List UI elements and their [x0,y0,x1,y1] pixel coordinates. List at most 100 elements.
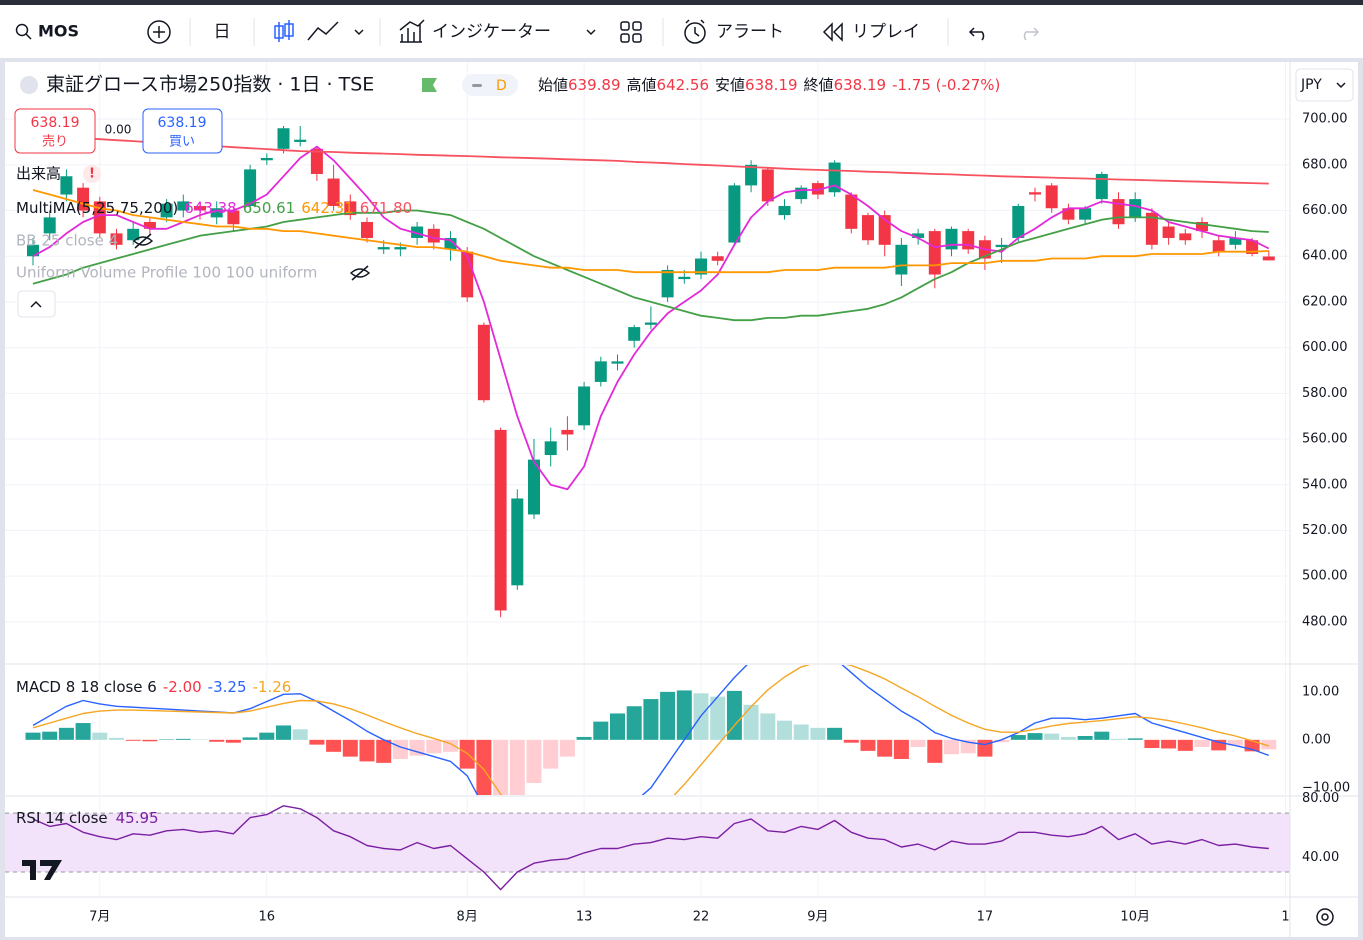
rsi-legend: RSI 14 close 45.95 [16,809,159,827]
x-tick-label: 9月 [807,910,828,925]
settings-button[interactable] [1316,908,1334,926]
histogram-bar [610,713,625,740]
histogram-bar [944,739,959,755]
interval[interactable]: 日 [214,22,231,42]
candle-body [1212,240,1225,252]
x-tick-label: 17 [977,910,994,925]
macd-value: -3.25 [208,678,247,696]
search-icon [15,23,29,37]
histogram-bar [276,725,291,740]
macd-name: MACD 8 18 close 6 [16,678,157,696]
histogram-bar [793,724,809,740]
candle-body [277,128,290,149]
ma-value: 650.61 [243,199,296,217]
multima-legend: MultiMA(5,25,75,200) 643.38 650.61 642.31 67… [16,199,412,217]
sell-label: 売り [42,134,68,150]
y-tick-label: 560.00 [1302,432,1348,447]
candle-body [110,233,123,245]
candle-body [377,247,390,250]
histogram-bar [559,739,575,757]
histogram-bar [326,739,342,752]
histogram-bar [1261,739,1277,750]
hidden-icon[interactable] [349,265,371,281]
y-tick-label: 600.00 [1302,340,1348,355]
currency: JPY [1300,77,1322,93]
histogram-bar [509,739,525,795]
redo[interactable] [1023,27,1040,41]
drawing-icon[interactable] [307,21,339,41]
price-pane [27,125,1275,618]
rsi-pane [5,805,1290,891]
histogram-bar [92,732,108,740]
candle-body [928,231,941,275]
rsi-line [32,805,1269,891]
add-symbol[interactable] [147,20,171,44]
hidden-icon[interactable] [132,233,154,249]
histogram-bar [175,738,191,740]
sell-box [14,108,96,154]
candle-body [27,244,39,257]
plus-icon [147,20,171,44]
candle-body [1179,233,1192,241]
layouts-button[interactable] [620,21,642,43]
indicators-button[interactable]: インジケーター [399,19,596,43]
currency-button[interactable]: JPY [1295,68,1354,102]
alarm-icon [684,22,706,44]
candle-body [1145,212,1158,245]
moving-average [32,134,1269,185]
sell-button[interactable]: 638.19 売り [14,108,96,154]
ohlc: 始値639.89 高値642.56 安値638.19 終値638.19 -1.75 (-… [538,76,1000,94]
ohlc-label: 終値 [804,76,834,94]
macd-line [32,665,1270,795]
chevron[interactable] [354,29,364,36]
histogram-bar [777,720,792,740]
buy-button[interactable]: 638.19 買い [142,108,223,154]
histogram-bar [342,739,358,757]
undo[interactable] [968,27,985,41]
indicators-label: インジケーター [432,22,551,42]
histogram-bar [893,739,909,760]
histogram-bar [25,732,41,740]
rsi-value: 45.95 [116,809,159,827]
ohlc-label: 安値 [715,76,745,94]
candle-body [361,221,373,238]
candle-body [511,498,524,586]
y-tick-label: 80.00 [1302,791,1339,806]
candle-body [344,201,357,216]
candle-body [1246,240,1259,254]
histogram-bar [125,739,141,741]
candle-body [1129,199,1142,218]
histogram-bar [626,706,642,740]
histogram-bar [1211,739,1227,751]
candle-body [1062,208,1075,220]
logo [22,860,62,880]
rsi-name: RSI 14 close [16,809,108,827]
candle-body [1095,173,1108,200]
badge-pill[interactable] [462,74,518,96]
ma-value: 671.80 [360,199,413,217]
symbol-search[interactable]: MOS [15,22,80,41]
toolbar [0,5,1363,58]
histogram-bar [1077,735,1093,740]
histogram-bar [292,729,308,740]
ohlc-value: 638.19 [745,76,798,94]
candle-body [1196,221,1208,232]
x-tick-label: 10月 [1120,910,1150,925]
x-tick-label: 13 [576,910,593,925]
collapse-button[interactable] [17,290,56,318]
histogram-bar [1010,735,1026,740]
search-icon [25,33,32,40]
replay-button[interactable]: リプレイ [822,22,920,42]
histogram-bar [58,727,74,740]
top-strip [0,0,1363,5]
histogram-bar [109,737,124,740]
candle-body [611,361,624,364]
candle-body [678,276,691,280]
chart-type[interactable] [274,20,294,42]
alert-button[interactable]: アラート [684,19,784,44]
y-tick-label: 680.00 [1302,157,1348,172]
histogram-bar [1177,739,1193,751]
y-tick-label: 580.00 [1302,386,1348,401]
histogram-bar [426,739,442,754]
